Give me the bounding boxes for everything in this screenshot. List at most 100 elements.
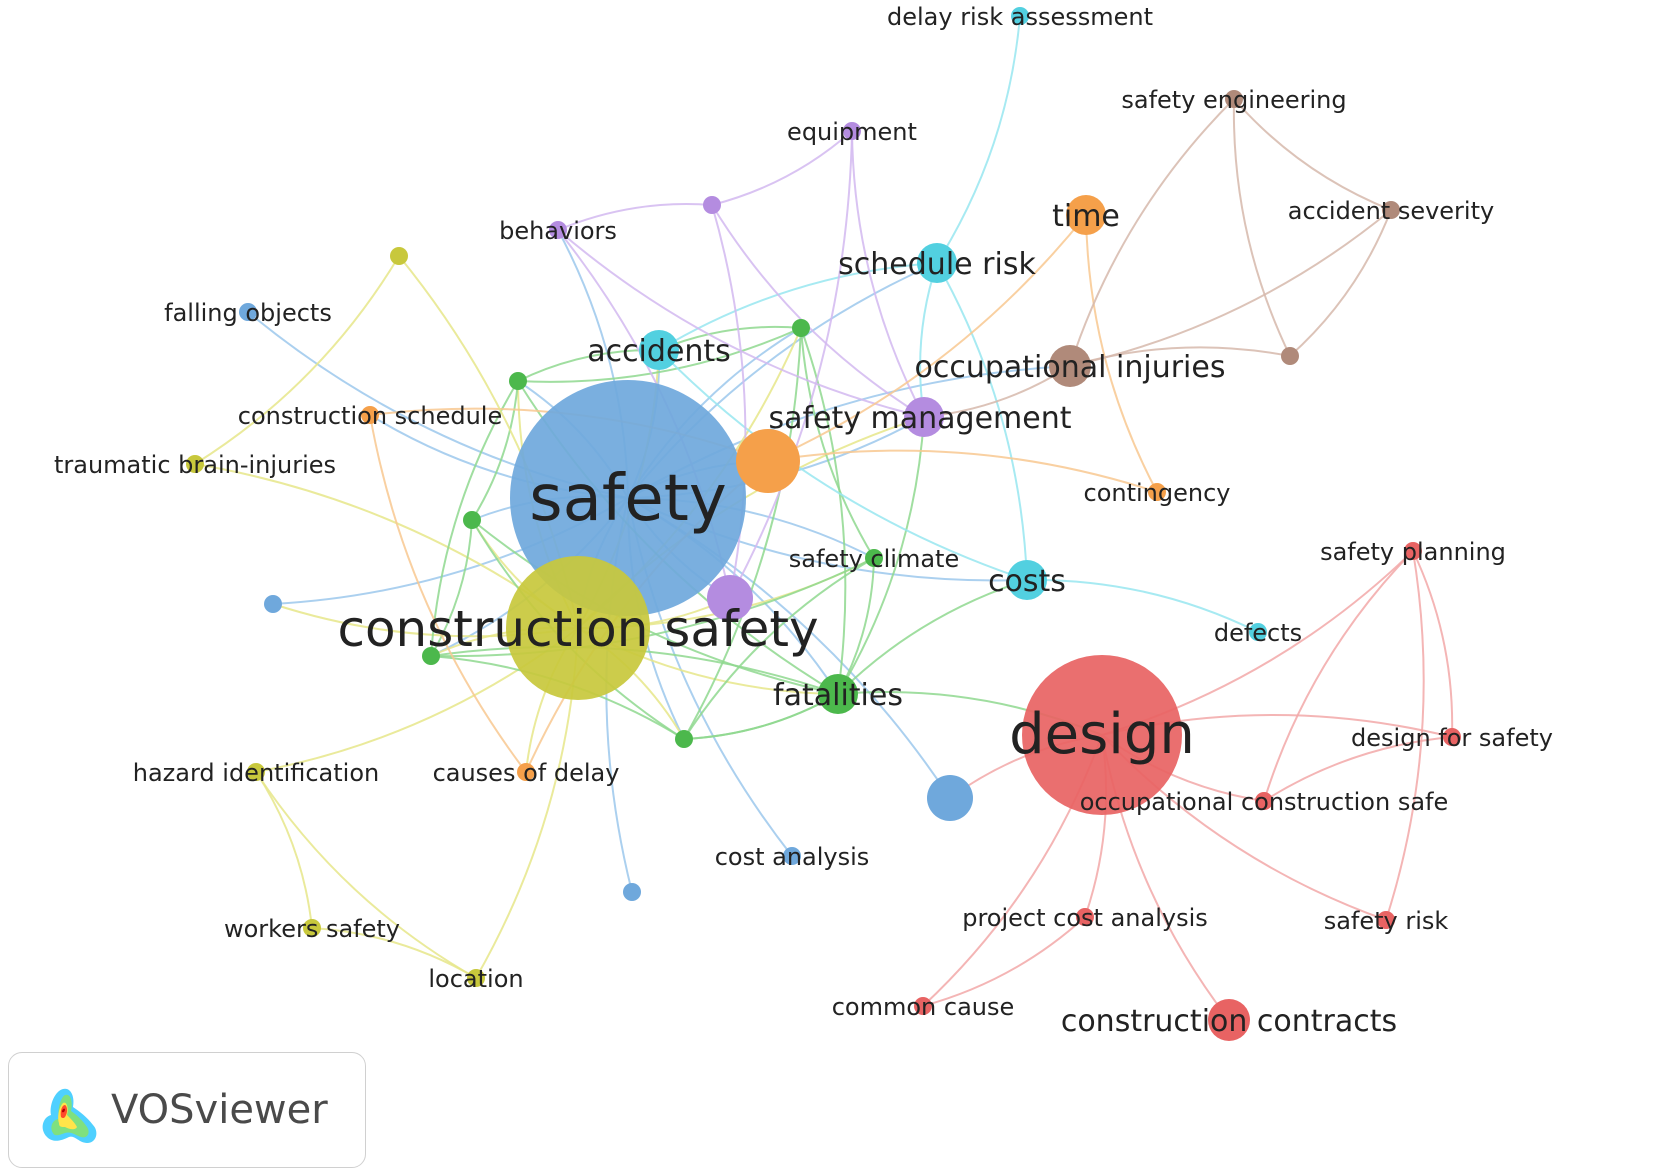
node-falling-objects[interactable]: [239, 303, 257, 321]
node-construction-schedule[interactable]: [361, 406, 379, 424]
label-costs: costs: [988, 564, 1066, 599]
label-design: design: [1009, 702, 1195, 767]
node-green-e[interactable]: [675, 730, 693, 748]
label-safety: safety: [529, 462, 726, 536]
node-safety-planning[interactable]: [1404, 542, 1422, 560]
label-time: time: [1052, 199, 1120, 234]
node-time[interactable]: [1066, 195, 1106, 235]
edge-equipment-purple_b: [729, 130, 853, 599]
node-design-for-safety[interactable]: [1443, 728, 1461, 746]
node-contingency[interactable]: [1148, 483, 1166, 501]
edge-behaviors-safety_management: [557, 229, 925, 418]
label-fatalities: fatalities: [773, 678, 903, 713]
node-cost-analysis[interactable]: [783, 847, 801, 865]
node-project-cost-analysis[interactable]: [1076, 908, 1094, 926]
node-construction-contracts[interactable]: [1208, 999, 1250, 1041]
label-accidents: accidents: [587, 334, 731, 369]
node-design[interactable]: [1022, 655, 1182, 815]
node-occupational-construction-safe[interactable]: [1255, 792, 1273, 810]
edge-design_for_safety-occupational_construction_safe: [1263, 736, 1453, 802]
label-construction-contracts: construction contracts: [1061, 1004, 1397, 1039]
node-schedule-risk[interactable]: [917, 243, 957, 283]
label-defects: defects: [1214, 619, 1302, 647]
edge-construction_schedule-causes_of_delay: [369, 414, 527, 773]
edge-green_c-green_d: [430, 519, 473, 657]
node-purple-b[interactable]: [707, 575, 753, 621]
label-accident-severity: accident severity: [1288, 197, 1494, 225]
node-blue-b[interactable]: [623, 883, 641, 901]
label-occupational-injuries: occupational injuries: [915, 350, 1226, 385]
node-safety-climate[interactable]: [865, 549, 883, 567]
edge-safety_planning-design_for_safety: [1412, 550, 1454, 738]
edge-safety_engineering-accident_severity: [1233, 98, 1392, 211]
node-causes-of-delay[interactable]: [517, 763, 535, 781]
label-equipment: equipment: [787, 118, 917, 146]
edge-safety_planning-safety_risk: [1385, 550, 1425, 921]
label-common-cause: common cause: [832, 993, 1015, 1021]
node-green-a[interactable]: [509, 372, 527, 390]
node-traumatic-brain-injuries[interactable]: [186, 455, 204, 473]
edge-green_b-safety_climate: [800, 327, 875, 559]
node-safety-management[interactable]: [904, 397, 944, 437]
edge-costs-defects: [1026, 578, 1259, 633]
edge-fatalities-safety_management: [837, 416, 925, 695]
edge-occupational_injuries-safety_engineering: [1069, 98, 1235, 367]
label-safety-management: safety management: [768, 401, 1071, 436]
node-green-b[interactable]: [792, 319, 810, 337]
node-brown-a[interactable]: [1281, 347, 1299, 365]
node-blue-c[interactable]: [927, 775, 973, 821]
edge-purple_a-purple_b: [711, 204, 747, 599]
edge-time-orange_a: [767, 214, 1087, 462]
label-hazard-identification: hazard identification: [133, 759, 379, 787]
edge-occupational_injuries-brown_a: [1069, 346, 1291, 367]
label-traumatic-brain-injuries: traumatic brain-injuries: [54, 451, 336, 479]
label-causes-of-delay: causes of delay: [433, 759, 620, 787]
node-location[interactable]: [467, 969, 485, 987]
edge-purple_a-equipment: [711, 130, 853, 206]
node-yellow-a[interactable]: [390, 247, 408, 265]
node-defects[interactable]: [1249, 623, 1267, 641]
node-behaviors[interactable]: [549, 221, 567, 239]
edge-workers_safety-location: [311, 927, 477, 979]
node-equipment[interactable]: [843, 122, 861, 140]
network-labels: safety construction safety design falling o…: [54, 3, 1553, 1039]
label-construction-schedule: construction schedule: [238, 402, 502, 430]
node-accidents[interactable]: [639, 330, 679, 370]
node-safety-engineering[interactable]: [1225, 90, 1243, 108]
node-green-c[interactable]: [463, 511, 481, 529]
label-contingency: contingency: [1084, 479, 1231, 507]
network-nodes: [186, 7, 1461, 1041]
edge-green_d-safety_climate: [430, 557, 875, 658]
edge-green_a-green_c: [471, 380, 519, 521]
edge-schedule_risk-safety_management: [919, 262, 938, 418]
edge-traumatic_brain_injuries-yellow_a: [194, 255, 400, 465]
node-green-d[interactable]: [422, 647, 440, 665]
label-design-for-safety: design for safety: [1351, 724, 1553, 752]
vosviewer-watermark: VOSviewer: [8, 1052, 366, 1168]
edge-orange_a-contingency: [767, 449, 1158, 493]
node-blue-a[interactable]: [264, 595, 282, 613]
label-safety-planning: safety planning: [1320, 538, 1506, 566]
edge-green_e-safety_climate: [683, 557, 875, 740]
label-occupational-construction-safe: occupational construction safe: [1080, 788, 1449, 816]
node-construction-safety[interactable]: [506, 556, 650, 700]
node-purple-a[interactable]: [703, 196, 721, 214]
label-workers-safety: workers safety: [224, 915, 400, 943]
edge-schedule_risk-delay_risk_assessment: [936, 15, 1021, 264]
node-delay-risk-assessment[interactable]: [1011, 7, 1029, 25]
node-fatalities[interactable]: [818, 674, 858, 714]
label-delay-risk-assessment: delay risk assessment: [887, 3, 1153, 31]
edge-safety_planning-occupational_construction_safe: [1263, 550, 1414, 802]
node-accident-severity[interactable]: [1382, 201, 1400, 219]
node-common-cause[interactable]: [914, 997, 932, 1015]
edge-green_a-green_b: [517, 327, 802, 383]
edge-hazard_identification-location: [255, 771, 477, 979]
edge-schedule_risk-costs: [936, 262, 1028, 581]
node-costs[interactable]: [1007, 560, 1047, 600]
node-occupational-injuries[interactable]: [1049, 345, 1091, 387]
node-workers-safety[interactable]: [303, 919, 321, 937]
node-orange-a[interactable]: [736, 429, 800, 493]
node-safety-risk[interactable]: [1377, 911, 1395, 929]
label-cost-analysis: cost analysis: [715, 843, 870, 871]
node-hazard-identification[interactable]: [247, 763, 265, 781]
